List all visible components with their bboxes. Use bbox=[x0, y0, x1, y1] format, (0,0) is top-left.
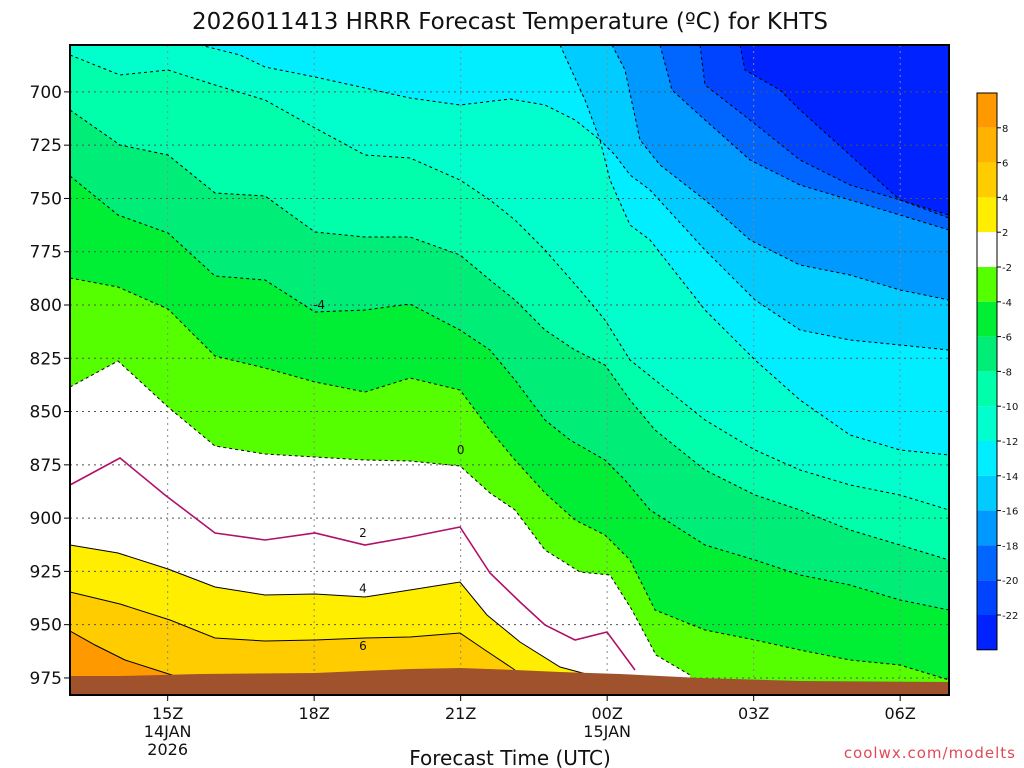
colorbar-label: -22 bbox=[1002, 611, 1018, 622]
contour-c0 bbox=[69, 457, 636, 671]
colorbar-label: -6 bbox=[1002, 333, 1012, 344]
y-tick-label: 850 bbox=[30, 403, 62, 423]
colorbar-swatch bbox=[977, 441, 997, 476]
contour-cm22 bbox=[739, 44, 950, 216]
temperature-bands bbox=[70, 45, 949, 695]
x-tick-label: 21Z bbox=[445, 704, 476, 723]
colorbar-swatch bbox=[977, 545, 997, 581]
colorbar-swatch bbox=[977, 197, 997, 233]
colorbar-swatch bbox=[977, 267, 997, 302]
plot-area: -4 0 2 4 6 bbox=[69, 44, 950, 696]
colorbar-swatch bbox=[977, 510, 997, 546]
colorbar-swatch bbox=[977, 336, 997, 372]
x-tick-year: 2026 bbox=[147, 740, 188, 759]
colorbar-swatch bbox=[977, 232, 997, 267]
x-tick-label: 06Z bbox=[885, 704, 916, 723]
colorbar-label: -18 bbox=[1002, 541, 1018, 552]
ground-surface bbox=[70, 668, 949, 695]
contour-cm16 bbox=[611, 44, 950, 301]
colorbar-label: -14 bbox=[1002, 472, 1018, 483]
y-tick-label: 750 bbox=[30, 189, 62, 209]
y-tick-label: 875 bbox=[30, 456, 62, 476]
contour-cm12 bbox=[199, 44, 950, 456]
contour-cm4 bbox=[69, 277, 950, 681]
colorbar-swatch bbox=[977, 406, 997, 441]
y-tick-label: 975 bbox=[30, 669, 62, 689]
colorbar: 8 6 4 2 -2 -4 -6 -8 -10 -12 -14 -16 -18 -20 -22 bbox=[976, 92, 1018, 651]
colorbar-swatch bbox=[977, 93, 997, 128]
y-tick-label: 825 bbox=[30, 349, 62, 369]
x-tick-label: 03Z bbox=[738, 704, 769, 723]
grid-lines bbox=[70, 45, 949, 695]
plot-frame bbox=[69, 44, 950, 696]
y-tick-label: 900 bbox=[30, 509, 62, 529]
colorbar-label: 2 bbox=[1002, 228, 1008, 239]
contour-cm18 bbox=[659, 44, 950, 231]
credit-text: coolwx.com/modelts bbox=[844, 744, 1016, 762]
colorbar-label: 8 bbox=[1002, 124, 1008, 135]
contour-label: 2 bbox=[359, 526, 367, 540]
colorbar-label: -2 bbox=[1002, 263, 1012, 274]
colorbar-label: -4 bbox=[1002, 298, 1012, 309]
colorbar-label: -10 bbox=[1002, 402, 1018, 413]
colorbar-label: -20 bbox=[1002, 576, 1018, 587]
colorbar-swatch bbox=[977, 301, 997, 337]
x-tick-label: 15Z bbox=[152, 704, 183, 723]
x-axis-label: Forecast Time (UTC) bbox=[409, 746, 611, 768]
y-tick-label: 700 bbox=[30, 83, 62, 103]
chart-title: 2026011413 HRRR Forecast Temperature (ºC… bbox=[192, 9, 828, 35]
contour-c2 bbox=[69, 544, 591, 676]
y-axis: 700 725 750 775 800 825 850 875 900 925 950 975 bbox=[30, 83, 70, 689]
colorbar-swatch bbox=[977, 615, 997, 650]
colorbar-swatch bbox=[977, 475, 997, 511]
colorbar-swatch bbox=[977, 127, 997, 163]
contour-c4 bbox=[69, 591, 516, 671]
colorbar-label: 4 bbox=[1002, 193, 1008, 204]
contour-cm8 bbox=[69, 109, 950, 561]
colorbar-swatch bbox=[977, 580, 997, 615]
band-c4 bbox=[70, 592, 515, 695]
y-tick-label: 725 bbox=[30, 136, 62, 156]
contour-labels: -4 0 2 4 6 bbox=[313, 298, 465, 653]
x-tick-label: 00Z bbox=[592, 704, 623, 723]
colorbar-label: 6 bbox=[1002, 159, 1008, 170]
x-tick-date: 15JAN bbox=[583, 722, 631, 741]
contour-cm10 bbox=[69, 54, 950, 511]
contour-label: 6 bbox=[359, 639, 367, 653]
contour-cm2 bbox=[69, 360, 691, 676]
contour-label: -4 bbox=[313, 298, 325, 312]
contour-label: 0 bbox=[457, 443, 465, 457]
contour-cm14 bbox=[559, 44, 950, 351]
colorbar-swatch bbox=[977, 162, 997, 198]
contour-cm6 bbox=[69, 175, 950, 611]
colorbar-label: -12 bbox=[1002, 437, 1018, 448]
y-tick-label: 775 bbox=[30, 243, 62, 263]
colorbar-swatch bbox=[977, 371, 997, 407]
contour-c6 bbox=[69, 630, 176, 677]
x-tick-label: 18Z bbox=[299, 704, 330, 723]
contour-label: 4 bbox=[359, 581, 367, 595]
y-tick-label: 800 bbox=[30, 296, 62, 316]
y-tick-label: 925 bbox=[30, 562, 62, 582]
contour-lines bbox=[69, 44, 950, 681]
colorbar-label: -16 bbox=[1002, 507, 1018, 518]
x-tick-date: 14JAN bbox=[144, 722, 192, 741]
y-tick-label: 950 bbox=[30, 616, 62, 636]
colorbar-label: -8 bbox=[1002, 367, 1012, 378]
